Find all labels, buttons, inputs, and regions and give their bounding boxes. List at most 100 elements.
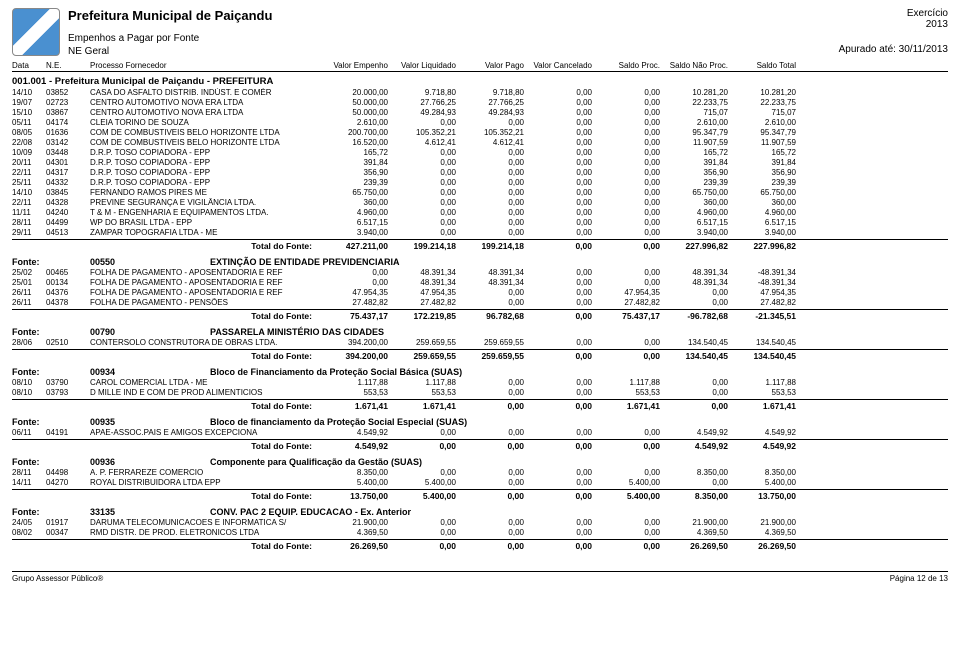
fonte-label: Fonte:	[12, 507, 90, 517]
table-row: 26/1104376FOLHA DE PAGAMENTO - APOSENTAD…	[12, 288, 948, 298]
cell-value: 95.347,79	[660, 128, 728, 138]
table-row: 15/1003867CENTRO AUTOMOTIVO NOVA ERA LTD…	[12, 108, 948, 118]
cell-ne: 00347	[46, 528, 90, 538]
cell-value: 1.117,88	[728, 378, 796, 388]
cell-value: 65.750,00	[728, 188, 796, 198]
cell-value: 0,00	[592, 108, 660, 118]
col-data: Data	[12, 61, 46, 70]
cell-data: 20/11	[12, 158, 46, 168]
cell-value: 0,00	[592, 148, 660, 158]
fonte-label: Fonte:	[12, 367, 90, 377]
table-row: 28/1104498A. P. FERRAREZE COMERCIO8.350,…	[12, 468, 948, 478]
exercicio-year: 2013	[839, 19, 948, 30]
cell-value: 47.954,35	[592, 288, 660, 298]
cell-fornecedor: COM DE COMBUSTIVEIS BELO HORIZONTE LTDA	[90, 128, 320, 138]
cell-data: 15/10	[12, 108, 46, 118]
cell-value: 0,00	[524, 168, 592, 178]
cell-value: 6.517,15	[728, 218, 796, 228]
total-value: 1.671,41	[592, 401, 660, 411]
cell-ne: 02510	[46, 338, 90, 348]
total-value: 259.659,55	[456, 351, 524, 361]
cell-ne: 03448	[46, 148, 90, 158]
table-row: 29/1104513ZAMPAR TOPOGRAFIA LTDA - ME3.9…	[12, 228, 948, 238]
fonte-header: Fonte:00935Bloco de financiamento da Pro…	[12, 417, 948, 427]
cell-value: 134.540,45	[728, 338, 796, 348]
cell-value: 1.117,88	[388, 378, 456, 388]
apurado-date: Apurado até: 30/11/2013	[839, 44, 948, 55]
cell-fornecedor: CAROL COMERCIAL LTDA - ME	[90, 378, 320, 388]
cell-value: 1.117,88	[592, 378, 660, 388]
header-right: Exercício 2013 Apurado até: 30/11/2013	[839, 8, 948, 55]
cell-value: 0,00	[456, 158, 524, 168]
total-value: 13.750,00	[728, 491, 796, 501]
table-row: 08/1003793D MILLE IND E COM DE PROD ALIM…	[12, 388, 948, 398]
table-row: 08/1003790CAROL COMERCIAL LTDA - ME1.117…	[12, 378, 948, 388]
total-value: 75.437,17	[320, 311, 388, 321]
cell-value: 0,00	[456, 198, 524, 208]
cell-value: 0,00	[388, 158, 456, 168]
cell-value: 356,90	[728, 168, 796, 178]
total-label: Total do Fonte:	[12, 311, 320, 321]
total-value: 0,00	[456, 401, 524, 411]
fonte-desc: Bloco de Financiamento da Proteção Socia…	[210, 367, 948, 377]
cell-value: 0,00	[592, 218, 660, 228]
cell-value: 47.954,35	[320, 288, 388, 298]
cell-value: 4.612,41	[388, 138, 456, 148]
cell-value: 4.549,92	[320, 428, 388, 438]
report-subtitle-2: NE Geral	[68, 46, 272, 57]
cell-value: 11.907,59	[728, 138, 796, 148]
cell-value: 0,00	[456, 298, 524, 308]
fonte-code: 00790	[90, 327, 210, 337]
tot-c5: 227.996,82	[660, 241, 728, 251]
cell-value: 0,00	[388, 428, 456, 438]
cell-value: 0,00	[388, 168, 456, 178]
cell-value: 0,00	[524, 138, 592, 148]
cell-value: 0,00	[592, 268, 660, 278]
cell-value: 0,00	[660, 288, 728, 298]
col-pago: Valor Pago	[456, 61, 524, 70]
cell-data: 29/11	[12, 228, 46, 238]
section1-table: 14/1003852CASA DO ASFALTO DISTRIB. INDÚS…	[12, 88, 948, 238]
cell-value: 0,00	[592, 338, 660, 348]
cell-ne: 04378	[46, 298, 90, 308]
cell-ne: 04328	[46, 198, 90, 208]
cell-fornecedor: FOLHA DE PAGAMENTO - APOSENTADORIA E REF	[90, 278, 320, 288]
cell-value: 48.391,34	[388, 278, 456, 288]
cell-data: 28/06	[12, 338, 46, 348]
cell-value: 0,00	[592, 428, 660, 438]
cell-value: 0,00	[524, 428, 592, 438]
cell-value: 21.900,00	[728, 518, 796, 528]
total-value: 0,00	[524, 491, 592, 501]
table-row: 19/0702723CENTRO AUTOMOTIVO NOVA ERA LTD…	[12, 98, 948, 108]
cell-value: 9.718,80	[388, 88, 456, 98]
cell-value: 0,00	[456, 288, 524, 298]
total-value: 0,00	[660, 401, 728, 411]
cell-data: 08/10	[12, 378, 46, 388]
cell-value: 0,00	[456, 178, 524, 188]
total-value: 0,00	[524, 401, 592, 411]
cell-value: 553,53	[728, 388, 796, 398]
fonte-code: 00550	[90, 257, 210, 267]
fonte-desc: Bloco de financiamento da Proteção Socia…	[210, 417, 948, 427]
cell-value: 0,00	[456, 528, 524, 538]
fonte-total: Total do Fonte:75.437,17172.219,8596.782…	[12, 309, 948, 321]
cell-value: 0,00	[592, 208, 660, 218]
total-value: 0,00	[592, 351, 660, 361]
cell-value: 0,00	[456, 468, 524, 478]
cell-value: 134.540,45	[660, 338, 728, 348]
fonte-header: Fonte:33135CONV. PAC 2 EQUIP. EDUCACAO -…	[12, 507, 948, 517]
cell-fornecedor: RMD DISTR. DE PROD. ELETRONICOS LTDA	[90, 528, 320, 538]
cell-value: 0,00	[524, 268, 592, 278]
cell-value: 259.659,55	[388, 338, 456, 348]
cell-value: 165,72	[728, 148, 796, 158]
cell-ne: 04191	[46, 428, 90, 438]
fonte-label: Fonte:	[12, 457, 90, 467]
cell-data: 22/11	[12, 198, 46, 208]
cell-fornecedor: FOLHA DE PAGAMENTO - APOSENTADORIA E REF	[90, 268, 320, 278]
cell-fornecedor: WP DO BRASIL LTDA - EPP	[90, 218, 320, 228]
cell-value: 4.369,50	[320, 528, 388, 538]
cell-value: 8.350,00	[728, 468, 796, 478]
total-label: Total do Fonte:	[12, 241, 320, 251]
cell-value: 0,00	[524, 188, 592, 198]
cell-data: 26/11	[12, 298, 46, 308]
